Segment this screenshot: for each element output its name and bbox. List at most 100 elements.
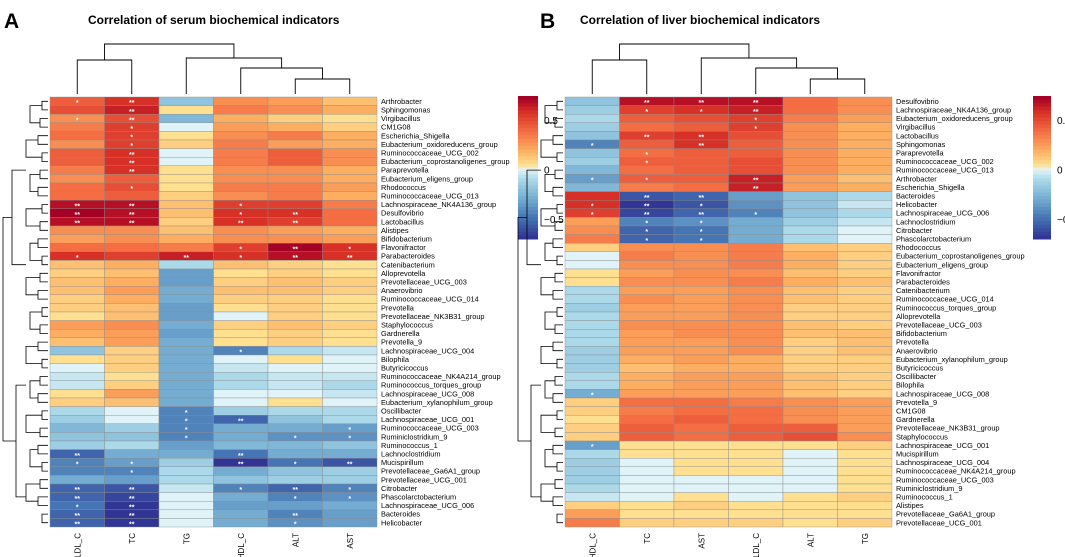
colorbar: 0.5 0 −0.5 [518, 96, 564, 240]
heatmap-cell [728, 415, 784, 425]
colorbar-step [518, 217, 538, 222]
heatmap-cells: ****************************************… [49, 96, 378, 529]
heatmap-cell [49, 337, 105, 347]
heatmap-cell [782, 449, 838, 459]
row-label: Lachnospiraceae_UCG_008 [381, 389, 474, 398]
heatmap-cell [322, 122, 378, 132]
dendrogram-branch [41, 513, 48, 524]
heatmap-cell [673, 268, 729, 278]
dendrogram-branch [37, 393, 48, 403]
row-label: Prevotella [896, 338, 930, 347]
heatmap-cell [267, 174, 323, 184]
heatmap-cell [728, 148, 784, 158]
dendrogram-branch [37, 341, 48, 352]
heatmap-cell [322, 337, 378, 347]
dendrogram-branch [530, 384, 541, 498]
heatmap-cell [104, 432, 160, 442]
row-label: Lachnospiraceae_UCG_001 [381, 415, 474, 424]
heatmap-cell [213, 509, 269, 519]
colorbar-step [1033, 199, 1051, 204]
colorbar-step [1033, 231, 1051, 236]
heatmap-cell [158, 389, 214, 399]
row-label: Flavonifractor [896, 269, 941, 278]
heatmap-cell [213, 182, 269, 192]
row-label: Prevotella [381, 303, 415, 312]
significance-mark: * [130, 461, 133, 468]
row-label: Mucispirillum [896, 449, 939, 458]
heatmap-cell [213, 389, 269, 399]
heatmap-cell [158, 225, 214, 235]
dendrogram-branch [540, 346, 557, 364]
heatmap-cell [322, 389, 378, 399]
heatmap-cell [782, 199, 838, 209]
heatmap-cell [322, 320, 378, 330]
dendrogram-branch [540, 414, 557, 433]
dendrogram-branch [556, 255, 563, 266]
dendrogram-branch [540, 277, 555, 296]
significance-mark: * [185, 410, 188, 417]
significance-mark: ** [75, 203, 81, 210]
heatmap-cell [619, 294, 675, 304]
heatmap-cell [158, 492, 214, 502]
heatmap-cell [782, 397, 838, 407]
row-label: Prevotellaceae_UCG_003 [381, 277, 467, 286]
heatmap-cell [673, 165, 729, 175]
heatmap-cell [564, 268, 620, 278]
heatmap-cell [213, 191, 269, 201]
row-label: Bifidobacterium [896, 329, 947, 338]
significance-mark: * [700, 221, 703, 228]
heatmap-cell [837, 406, 893, 416]
heatmap-cell [564, 122, 620, 132]
heatmap-cell [782, 113, 838, 123]
column-label: TG [861, 533, 870, 544]
row-label: Prevotella_9 [896, 398, 937, 407]
heatmap-cell [837, 346, 893, 356]
heatmap-cell [213, 380, 269, 390]
heatmap-cell [213, 432, 269, 442]
heatmap-cell [564, 225, 620, 235]
heatmap-cell [673, 380, 729, 390]
heatmap-cell [619, 260, 675, 270]
heatmap-cell [158, 458, 214, 468]
significance-mark: ** [347, 255, 353, 262]
row-label: Ruminococcaceae_UCG_002 [381, 148, 479, 157]
colorbar-step [518, 192, 538, 197]
row-label: Ruminococcaceae_UCG_003 [896, 475, 994, 484]
row-label: Prevotellaceae_NK3B31_group [381, 312, 485, 321]
row-label: Escherichia_Shigella [896, 183, 965, 192]
heatmap-cell [782, 311, 838, 321]
colorbar-step [1033, 128, 1051, 133]
column-label: TC [643, 533, 652, 544]
dendrogram-branch [552, 186, 563, 197]
heatmap-cell [619, 372, 675, 382]
significance-mark: * [754, 126, 757, 133]
heatmap-cell [49, 354, 105, 364]
row-label: Ruminococcaceae_UCG_002 [896, 157, 994, 166]
dendrogram-branch [41, 204, 48, 214]
row-dendrogram [2, 100, 48, 524]
heatmap-cell [837, 139, 893, 149]
panel-a: A Correlation of serum biochemical indica… [2, 10, 564, 557]
colorbar-step [518, 131, 538, 136]
row-label: Butyricicoccus [381, 363, 429, 372]
heatmap-cell [782, 191, 838, 201]
dendrogram-branch [552, 444, 563, 455]
heatmap-cell [213, 372, 269, 382]
significance-mark: ** [293, 255, 299, 262]
heatmap-cell [49, 131, 105, 141]
heatmap-cell [267, 346, 323, 356]
colorbar-step [1033, 203, 1051, 208]
row-label: Ruminococcus_torques_group [381, 381, 481, 390]
heatmap-cell [104, 389, 160, 399]
heatmap-cell [564, 191, 620, 201]
heatmap-cell [49, 406, 105, 416]
significance-mark: * [645, 152, 648, 159]
colorbar-step [1033, 221, 1051, 226]
dendrogram-branch [11, 169, 26, 266]
row-label: Alistipes [381, 226, 409, 235]
heatmap-cell [837, 397, 893, 407]
row-label: Lachnospiraceae_NK4A136_group [381, 200, 496, 209]
heatmap-cell [782, 277, 838, 287]
colorbar-step [518, 185, 538, 190]
heatmap-cell [49, 139, 105, 149]
